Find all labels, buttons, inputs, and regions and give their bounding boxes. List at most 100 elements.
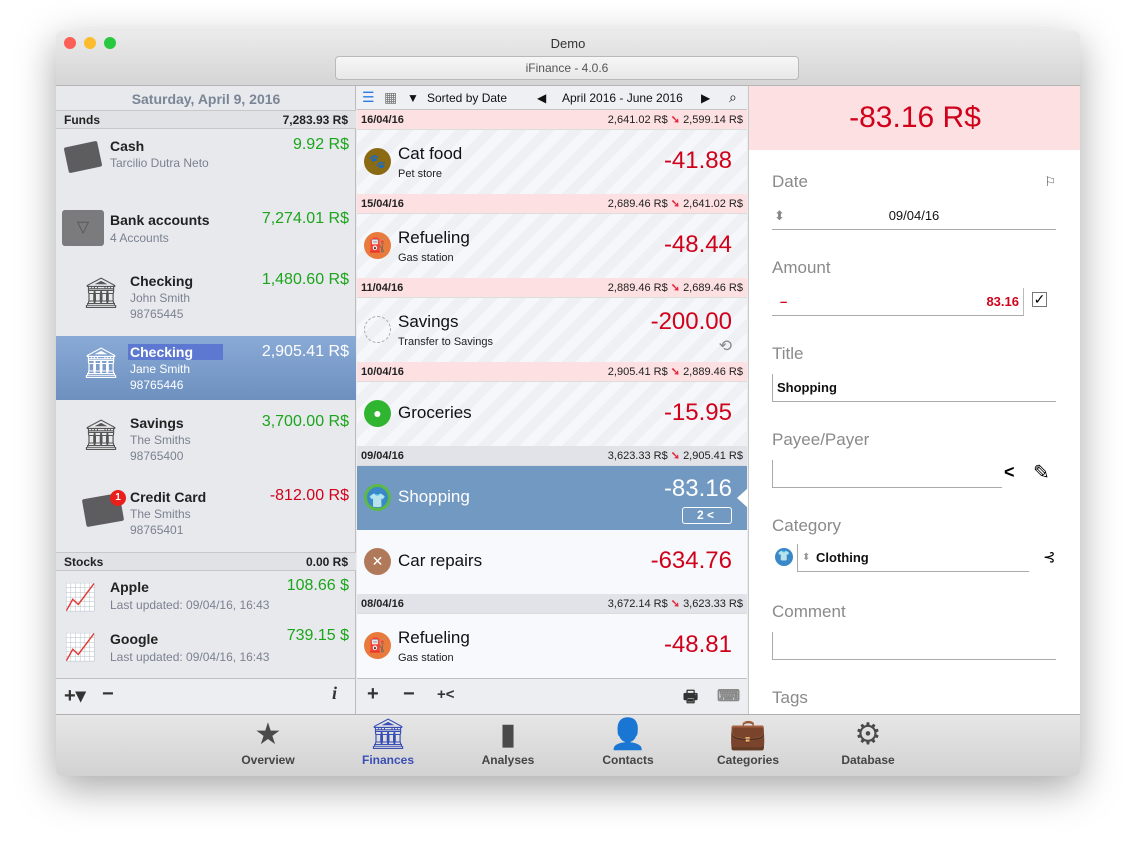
account-credit-card[interactable]: 1 Credit Card The Smiths 98765401 -812.0…: [56, 470, 356, 550]
account-name: Credit Card: [130, 489, 207, 505]
transaction-title: Refueling: [398, 228, 470, 247]
account-name: Checking: [128, 344, 224, 360]
tab-finances[interactable]: 🏛 Finances: [343, 715, 433, 776]
account-balance: 3,700.00 R$: [261, 413, 349, 430]
transaction-payee: Transfer to Savings: [398, 336, 493, 348]
close-button[interactable]: [64, 37, 76, 49]
transaction-row[interactable]: Savings Transfer to Savings -200.00 ⟲: [357, 298, 747, 362]
flag-icon[interactable]: ⚐: [1044, 174, 1056, 189]
payee-field[interactable]: [772, 460, 1002, 488]
transaction-row[interactable]: ✕ Car repairs -634.76: [357, 530, 747, 594]
amount-value: 83.16: [986, 294, 1019, 309]
print-icon[interactable]: 🖶: [683, 689, 699, 706]
sort-label[interactable]: Sorted by Date: [427, 91, 508, 105]
transaction-row[interactable]: ⛽ Refueling Gas station -48.44: [357, 214, 747, 278]
balance-after: 2,641.02 R$: [683, 198, 743, 210]
next-period-button[interactable]: ▶: [701, 91, 711, 105]
category-value: Clothing: [816, 550, 869, 565]
transaction-row[interactable]: 🐾 Cat food Pet store -41.88: [357, 130, 747, 194]
list-view-icon[interactable]: ☰: [362, 89, 375, 105]
balance-after: 2,889.46 R$: [683, 366, 743, 378]
folder-icon: ▽: [62, 210, 104, 246]
tools-icon: ✕: [364, 548, 391, 575]
tab-contacts[interactable]: 👤 Contacts: [583, 715, 673, 776]
tab-overview[interactable]: ★ Overview: [223, 715, 313, 776]
search-icon[interactable]: ⌕: [729, 89, 737, 105]
account-group-bank-accounts[interactable]: ▽ Bank accounts 4 Accounts 7,274.01 R$: [56, 200, 356, 262]
transactions-panel: ☰ ▦ ▼ Sorted by Date ◀ April 2016 - June…: [357, 86, 748, 714]
stock-updated: Last updated: 09/04/16, 16:43: [110, 598, 270, 612]
zoom-button[interactable]: [104, 37, 116, 49]
funds-header: Funds 7,283.93 R$: [56, 110, 356, 129]
transaction-amount: -15.95: [663, 399, 732, 426]
accounts-toolbar: +▾ − i: [56, 678, 355, 714]
add-split-button[interactable]: +<: [437, 686, 455, 703]
bank-icon: 🏛: [82, 419, 121, 452]
tab-analyses[interactable]: ▮ Analyses: [463, 715, 553, 776]
account-savings[interactable]: 🏛 Savings The Smiths 98765400 3,700.00 R…: [56, 400, 356, 470]
date-group-header: 09/04/16 3,623.33 R$ ➘ 2,905.41 R$: [357, 446, 747, 466]
payee-select-icon[interactable]: <: [1004, 462, 1015, 482]
sort-menu-icon[interactable]: ▼: [407, 91, 419, 105]
stock-apple[interactable]: 📈 Apple Last updated: 09/04/16, 16:43 10…: [56, 572, 356, 622]
account-name: Bank accounts: [110, 212, 210, 228]
account-checking-jane[interactable]: 🏛 Checking Jane Smith 98765446 2,905.41 …: [56, 336, 356, 400]
stock-name: Google: [110, 631, 159, 647]
split-badge[interactable]: 2 <: [682, 507, 732, 524]
tab-categories[interactable]: 💼 Categories: [703, 715, 793, 776]
table-view-icon[interactable]: ▦: [384, 89, 398, 105]
transaction-row[interactable]: ⛽ Refueling Gas station -48.81: [357, 614, 747, 678]
account-balance: 9.92 R$: [292, 136, 349, 153]
amount-sign-toggle[interactable]: –: [780, 294, 788, 309]
transaction-amount: -48.81: [663, 631, 732, 658]
transaction-amount: -48.44: [663, 231, 732, 258]
tags-label: Tags: [772, 688, 808, 707]
balance-after: 2,599.14 R$: [683, 114, 743, 126]
add-account-button[interactable]: +▾: [64, 685, 86, 707]
keyboard-icon[interactable]: ⌨: [717, 688, 741, 705]
gas-pump-icon: ⛽: [364, 232, 391, 259]
comment-field[interactable]: [772, 632, 1056, 660]
title-bar: Demo iFinance - 4.0.6: [56, 31, 1080, 86]
add-transaction-button[interactable]: +: [367, 683, 379, 705]
category-tree-icon[interactable]: ⊰: [1043, 549, 1056, 566]
transaction-row[interactable]: ● Groceries -15.95: [357, 382, 747, 446]
split-category-icon: 👕: [364, 484, 391, 511]
amount-field[interactable]: – 83.16: [772, 288, 1024, 316]
category-select[interactable]: ⬍ Clothing: [797, 544, 1029, 572]
transaction-payee: Gas station: [398, 252, 454, 264]
person-icon: 👤: [609, 718, 647, 751]
date-stepper-icon[interactable]: ⬍: [774, 208, 785, 223]
info-button[interactable]: i: [332, 683, 338, 703]
remove-transaction-button[interactable]: −: [403, 683, 415, 705]
previous-period-button[interactable]: ◀: [537, 91, 547, 105]
split-count: 2: [697, 508, 704, 522]
account-name: Savings: [130, 415, 184, 431]
current-date: Saturday, April 9, 2016: [131, 91, 281, 107]
account-cash[interactable]: Cash Tarcilio Dutra Neto 9.92 R$: [56, 130, 356, 200]
stock-google[interactable]: 📈 Google Last updated: 09/04/16, 16:43 7…: [56, 622, 356, 672]
recurring-icon: ⟲: [718, 338, 732, 355]
account-balance: 2,905.41 R$: [261, 343, 349, 360]
stocks-header: Stocks 0.00 R$: [56, 552, 356, 571]
transaction-amount: -200.00: [650, 308, 732, 335]
apple-icon: ●: [364, 400, 391, 427]
edit-pencil-icon[interactable]: ✎: [1033, 462, 1050, 484]
bank-icon: 🏛: [82, 277, 121, 310]
account-number: 98765446: [130, 378, 184, 392]
remove-account-button[interactable]: −: [102, 683, 114, 705]
date-field[interactable]: ⬍ 09/04/16: [772, 202, 1056, 230]
payee-label: Payee/Payer: [772, 430, 870, 449]
tab-label: Finances: [361, 753, 415, 767]
minimize-button[interactable]: [84, 37, 96, 49]
stock-updated: Last updated: 09/04/16, 16:43: [110, 650, 270, 664]
date-group-header: 11/04/16 2,889.46 R$ ➘ 2,689.46 R$: [357, 278, 747, 298]
transaction-payee: Gas station: [398, 652, 454, 664]
transaction-row-selected[interactable]: 👕 Shopping -83.16 2 <: [357, 466, 748, 530]
account-checking-john[interactable]: 🏛 Checking John Smith 98765445 1,480.60 …: [56, 262, 356, 336]
title-field[interactable]: Shopping: [772, 374, 1056, 402]
cleared-checkbox[interactable]: ✓: [1032, 291, 1047, 307]
category-label: Category: [772, 516, 841, 535]
group-date: 15/04/16: [361, 198, 404, 210]
tab-database[interactable]: ⚙ Database: [823, 715, 913, 776]
